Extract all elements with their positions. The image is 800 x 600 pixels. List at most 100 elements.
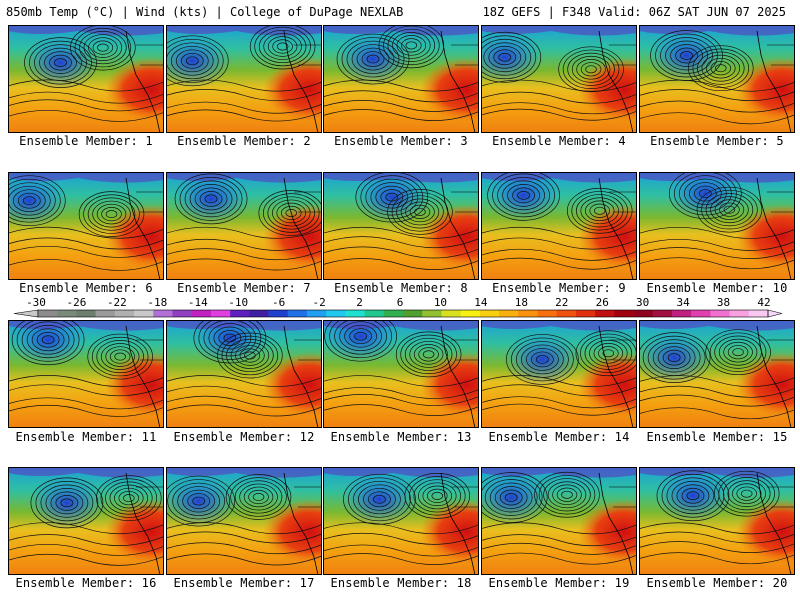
colorbar-swatch xyxy=(671,310,692,317)
ensemble-map-panel xyxy=(481,172,637,280)
ensemble-member-label: Ensemble Member: 2 xyxy=(177,134,311,148)
colorbar-swatch xyxy=(422,310,442,317)
colorbar-swatch xyxy=(268,310,289,317)
ensemble-member-label: Ensemble Member: 10 xyxy=(646,281,788,295)
ensemble-map-panel xyxy=(323,320,479,428)
colorbar-swatch xyxy=(729,310,750,317)
colorbar-swatch xyxy=(499,310,519,317)
colorbar-swatch xyxy=(748,310,769,317)
colorbar-tick-label: -6 xyxy=(272,296,285,309)
colorbar-tick-label: 38 xyxy=(717,296,730,309)
colorbar-swatch xyxy=(345,310,365,317)
ensemble-member-label: Ensemble Member: 15 xyxy=(646,430,788,444)
ensemble-map-panel xyxy=(639,467,795,575)
colorbar-swatch xyxy=(518,310,538,317)
colorbar-swatch xyxy=(614,310,634,317)
ensemble-map-panel xyxy=(323,467,479,575)
colorbar-tick-label: -14 xyxy=(188,296,208,309)
ensemble-map-panel xyxy=(323,25,479,133)
colorbar-swatch xyxy=(403,310,423,317)
colorbar-swatch xyxy=(191,310,212,317)
ensemble-member-label: Ensemble Member: 9 xyxy=(492,281,626,295)
colorbar-tick-label: -30 xyxy=(26,296,46,309)
colorbar-swatch xyxy=(210,310,231,317)
colorbar-swatch xyxy=(249,310,269,317)
temperature-colorbar: -30 -26 -22 -18 -14 -10 -6 -2 2 6 10 14 18 22 26 30 34 38… xyxy=(0,296,800,320)
ensemble-member-label: Ensemble Member: 17 xyxy=(173,576,315,590)
colorbar-swatch xyxy=(556,310,577,317)
colorbar-swatch xyxy=(691,310,711,317)
ensemble-map-panel xyxy=(8,172,164,280)
ensemble-map-panel xyxy=(323,172,479,280)
colorbar-swatch xyxy=(57,310,77,317)
colorbar-tick-label: -2 xyxy=(312,296,325,309)
colorbar-svg: -30 -26 -22 -18 -14 -10 -6 -2 2 6 10 14 18 22 26 30 34 38… xyxy=(13,296,783,318)
ensemble-member-label: Ensemble Member: 3 xyxy=(334,134,468,148)
ensemble-member-label: Ensemble Member: 4 xyxy=(492,134,626,148)
header-title: 850mb Temp (°C) | Wind (kts) | College o… xyxy=(6,5,404,19)
colorbar-tick-label: -18 xyxy=(147,296,167,309)
colorbar-swatch xyxy=(230,310,250,317)
colorbar-swatch xyxy=(76,310,96,317)
colorbar-swatch xyxy=(38,310,58,317)
colorbar-tick-label: -26 xyxy=(67,296,87,309)
ensemble-member-label: Ensemble Member: 18 xyxy=(330,576,472,590)
colorbar-tick-label: 10 xyxy=(434,296,447,309)
ensemble-member-label: Ensemble Member: 16 xyxy=(15,576,157,590)
ensemble-member-label: Ensemble Member: 19 xyxy=(488,576,630,590)
colorbar-tick-label: 14 xyxy=(474,296,488,309)
ensemble-map-panel xyxy=(639,172,795,280)
colorbar-tick-label: 2 xyxy=(356,296,363,309)
ensemble-map-panel xyxy=(639,25,795,133)
ensemble-map-panel xyxy=(166,25,322,133)
colorbar-swatch xyxy=(383,310,404,317)
colorbar-max-arrow xyxy=(767,309,783,318)
colorbar-swatch xyxy=(460,310,481,317)
colorbar-swatch xyxy=(326,310,346,317)
ensemble-map-panel xyxy=(8,467,164,575)
colorbar-swatch xyxy=(633,310,654,317)
ensemble-member-label: Ensemble Member: 1 xyxy=(19,134,153,148)
colorbar-tick-label: 30 xyxy=(636,296,649,309)
colorbar-tick-label: 34 xyxy=(676,296,690,309)
colorbar-tick-label: 42 xyxy=(757,296,770,309)
ensemble-map-panel xyxy=(481,25,637,133)
colorbar-swatch xyxy=(287,310,308,317)
header-valid-time: 18Z GEFS | F348 Valid: 06Z SAT JUN 07 20… xyxy=(482,5,786,19)
colorbar-tick-label: -10 xyxy=(228,296,248,309)
colorbar-swatch xyxy=(441,310,461,317)
ensemble-map-panel xyxy=(8,320,164,428)
ensemble-map-panel xyxy=(166,172,322,280)
colorbar-swatch xyxy=(595,310,615,317)
colorbar-tick-label: 18 xyxy=(515,296,528,309)
colorbar-swatch xyxy=(134,310,154,317)
ensemble-member-label: Ensemble Member: 13 xyxy=(330,430,472,444)
colorbar-tick-label: 26 xyxy=(596,296,609,309)
colorbar-swatch xyxy=(575,310,596,317)
ensemble-member-label: Ensemble Member: 5 xyxy=(650,134,784,148)
ensemble-member-label: Ensemble Member: 8 xyxy=(334,281,468,295)
ensemble-member-label: Ensemble Member: 20 xyxy=(646,576,788,590)
colorbar-tick-label: 22 xyxy=(555,296,568,309)
ensemble-member-label: Ensemble Member: 7 xyxy=(177,281,311,295)
colorbar-swatch xyxy=(114,310,135,317)
colorbar-tick-label: -22 xyxy=(107,296,127,309)
ensemble-map-panel xyxy=(8,25,164,133)
ensemble-member-label: Ensemble Member: 12 xyxy=(173,430,315,444)
colorbar-swatch xyxy=(306,310,327,317)
colorbar-swatch xyxy=(479,310,500,317)
ensemble-member-label: Ensemble Member: 6 xyxy=(19,281,153,295)
colorbar-swatch xyxy=(364,310,385,317)
ensemble-member-label: Ensemble Member: 11 xyxy=(15,430,157,444)
colorbar-swatch xyxy=(537,310,557,317)
colorbar-tick-label: 6 xyxy=(397,296,404,309)
ensemble-map-panel xyxy=(166,320,322,428)
ensemble-map-panel xyxy=(166,467,322,575)
ensemble-map-panel xyxy=(639,320,795,428)
ensemble-map-panel xyxy=(481,467,637,575)
colorbar-swatch xyxy=(652,310,673,317)
colorbar-swatch xyxy=(153,310,173,317)
ensemble-member-label: Ensemble Member: 14 xyxy=(488,430,630,444)
colorbar-swatch xyxy=(710,310,730,317)
colorbar-swatch xyxy=(172,310,192,317)
